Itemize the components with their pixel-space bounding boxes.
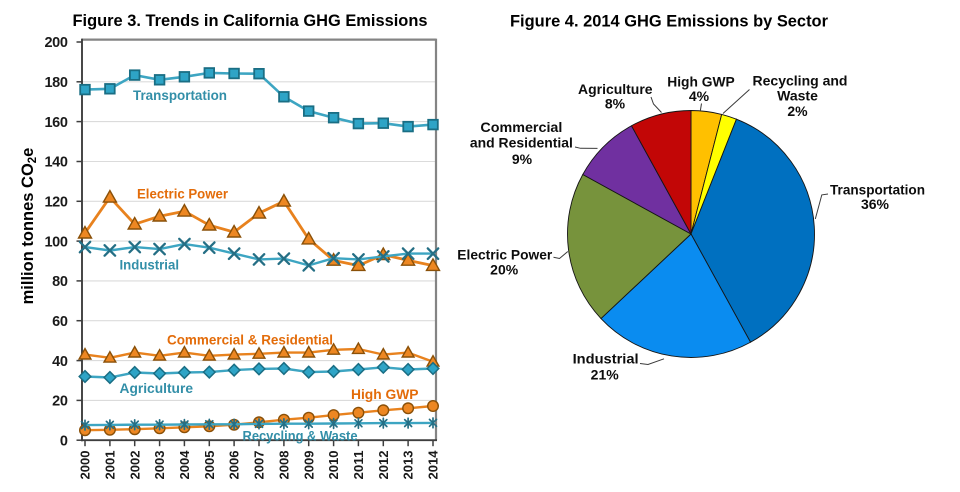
- svg-text:Industrial: Industrial: [573, 351, 639, 367]
- svg-text:4%: 4%: [689, 88, 710, 104]
- svg-text:2%: 2%: [787, 103, 808, 119]
- svg-text:2004: 2004: [177, 450, 192, 480]
- svg-text:Industrial: Industrial: [120, 258, 180, 273]
- svg-text:2008: 2008: [277, 451, 292, 480]
- svg-text:0: 0: [60, 433, 68, 449]
- svg-text:Electric Power: Electric Power: [137, 187, 229, 202]
- svg-text:2003: 2003: [152, 451, 167, 480]
- svg-text:21%: 21%: [591, 367, 620, 383]
- svg-text:Transportation: Transportation: [830, 182, 925, 198]
- svg-text:100: 100: [45, 234, 68, 250]
- svg-text:180: 180: [45, 75, 68, 91]
- svg-text:60: 60: [52, 314, 68, 330]
- svg-text:2009: 2009: [301, 451, 316, 480]
- svg-text:Recycling & Waste: Recycling & Waste: [243, 428, 358, 443]
- svg-text:9%: 9%: [512, 151, 533, 167]
- svg-text:Agriculture: Agriculture: [120, 381, 194, 396]
- svg-text:High GWP: High GWP: [667, 74, 735, 90]
- svg-text:40: 40: [52, 354, 68, 370]
- svg-text:2001: 2001: [103, 451, 118, 480]
- svg-text:Agriculture: Agriculture: [578, 81, 653, 97]
- svg-text:Figure 3. Trends in California: Figure 3. Trends in California GHG Emiss…: [73, 12, 428, 30]
- svg-text:2012: 2012: [376, 451, 391, 480]
- svg-text:200: 200: [45, 35, 68, 51]
- svg-text:2013: 2013: [401, 451, 416, 480]
- svg-text:20: 20: [52, 394, 68, 410]
- svg-text:Waste: Waste: [777, 88, 818, 104]
- svg-text:2006: 2006: [227, 451, 242, 480]
- svg-text:36%: 36%: [861, 196, 890, 212]
- svg-text:2010: 2010: [326, 451, 341, 480]
- svg-text:120: 120: [45, 195, 68, 211]
- svg-text:High GWP: High GWP: [351, 387, 419, 402]
- svg-text:140: 140: [45, 155, 68, 171]
- svg-text:2014: 2014: [426, 450, 441, 480]
- svg-text:and Residential: and Residential: [470, 135, 573, 151]
- svg-text:Commercial: Commercial: [480, 119, 562, 135]
- svg-text:2011: 2011: [351, 451, 366, 480]
- svg-text:2007: 2007: [252, 451, 267, 480]
- svg-text:2002: 2002: [127, 451, 142, 480]
- svg-text:2000: 2000: [78, 451, 93, 480]
- svg-text:Recycling and: Recycling and: [753, 73, 848, 89]
- svg-text:160: 160: [45, 115, 68, 131]
- svg-text:Transportation: Transportation: [133, 88, 227, 103]
- svg-text:Electric Power: Electric Power: [457, 247, 553, 263]
- svg-text:80: 80: [52, 274, 68, 290]
- svg-text:Commercial & Residential: Commercial & Residential: [167, 333, 333, 348]
- svg-text:8%: 8%: [605, 96, 626, 112]
- svg-text:million tonnes CO2e: million tonnes CO2e: [19, 148, 39, 305]
- svg-text:2005: 2005: [202, 451, 217, 480]
- svg-text:20%: 20%: [490, 262, 519, 278]
- svg-text:Figure 4. 2014 GHG Emissions b: Figure 4. 2014 GHG Emissions by Sector: [510, 13, 829, 31]
